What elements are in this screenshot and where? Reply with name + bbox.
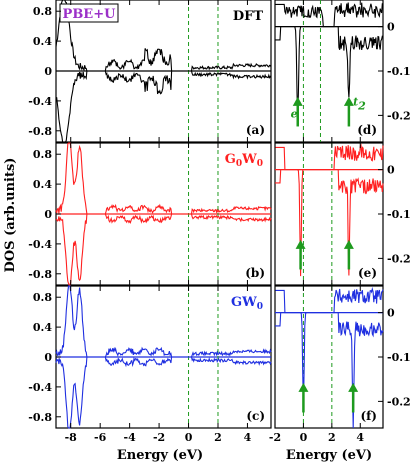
panel-letter: (e) [358, 266, 377, 280]
x-tick-label: 2 [214, 431, 222, 444]
y-tick-label: 0.4 [33, 321, 52, 334]
y-tick-label: -0.4 [28, 95, 52, 108]
minority-spin-curve [275, 312, 384, 429]
x-tick-label: -6 [94, 431, 107, 444]
method-label-part: W [241, 152, 257, 167]
legend-box [59, 3, 119, 23]
y-tick-label: 0 [387, 307, 395, 320]
y-tick-label: -0.8 [28, 268, 52, 281]
panel-f: (f) 0 -0.1 -0.2 -2 0 2 4 [269, 285, 411, 444]
x-tick-label: -2 [153, 431, 165, 444]
y-tick-label: 0 [44, 65, 52, 78]
y-tick-label: -0.8 [28, 411, 52, 424]
panel-d: e t 2 (d) 0 -0.1 -0.2 [274, 0, 411, 143]
method-label-part: 0 [257, 159, 263, 169]
x-axis-label-right: Energy (eV) [286, 448, 372, 463]
y-tick-label: -0.1 [387, 351, 411, 364]
arrow-head [295, 239, 306, 249]
legend-text: PBE+U [63, 7, 117, 22]
arrow-head [348, 382, 359, 392]
method-label-part: DFT [233, 9, 264, 24]
y-tick-label: 0.4 [33, 178, 52, 191]
y-tick-label: -0.4 [28, 238, 52, 251]
method-label: G0W0 [225, 152, 263, 169]
minority-spin-curve [55, 213, 272, 286]
x-tick-label: -2 [269, 431, 281, 444]
arrow-head [298, 382, 309, 392]
x-tick-label: 4 [244, 431, 252, 444]
minority-spin-curve [55, 356, 272, 429]
y-tick-label: 0 [44, 208, 52, 221]
panel-e: (e) 0 -0.1 -0.2 [274, 142, 411, 286]
y-tick-label: 0 [387, 164, 395, 177]
y-tick-label: 0.4 [33, 35, 52, 48]
y-tick-label: -0.2 [387, 395, 411, 408]
panel-a: (a) DFT PBE+U 0.8 0.4 0 -0.4 -0.8 [28, 0, 272, 143]
y-tick-label: -0.2 [387, 109, 411, 122]
y-tick-label: -0.1 [387, 65, 411, 78]
method-label-part: GW [231, 295, 257, 310]
panel-letter: (c) [246, 409, 265, 423]
panel-letter: (d) [357, 123, 377, 137]
minority-spin-curve [56, 70, 272, 143]
annotation-e: e [291, 108, 298, 121]
y-tick-label: 0.8 [33, 148, 52, 161]
panel-frame [274, 0, 384, 143]
y-tick-label: 0.8 [33, 291, 52, 304]
panel-frame [274, 285, 384, 429]
x-axis-label-left: Energy (eV) [117, 448, 203, 463]
arrow-head [292, 96, 303, 106]
y-tick-label: -0.2 [387, 252, 411, 265]
method-label-part: 0 [257, 302, 263, 312]
x-tick-label: 4 [356, 431, 364, 444]
y-tick-label: -0.8 [28, 125, 52, 138]
x-tick-label: -4 [124, 431, 137, 444]
panel-frame [274, 142, 384, 286]
x-tick-label: -8 [65, 431, 78, 444]
y-tick-label: 0 [387, 21, 395, 34]
arrow-head [343, 239, 354, 249]
y-tick-label: -0.4 [28, 381, 52, 394]
minority-spin-curve [275, 169, 384, 277]
panel-letter: (f) [360, 409, 377, 423]
panel-letter: (b) [245, 266, 265, 280]
arrow-head [343, 96, 354, 106]
minority-spin-curve [275, 26, 383, 120]
y-tick-label: 0 [44, 351, 52, 364]
y-tick-label: 0.8 [33, 5, 52, 18]
annotation-t2: t [353, 96, 358, 109]
method-label-part: G [225, 152, 236, 167]
x-tick-label: 2 [328, 431, 336, 444]
method-label: DFT [233, 9, 264, 24]
y-axis-label: DOS (arb.units) [3, 158, 18, 273]
method-label-part: 0 [236, 159, 242, 169]
method-label: GW0 [231, 295, 263, 312]
x-tick-label: 0 [185, 431, 193, 444]
y-tick-label: -0.1 [387, 208, 411, 221]
x-tick-label: 0 [300, 431, 308, 444]
panel-letter: (a) [246, 123, 265, 137]
annotation-t2-subscript: 2 [357, 100, 366, 113]
